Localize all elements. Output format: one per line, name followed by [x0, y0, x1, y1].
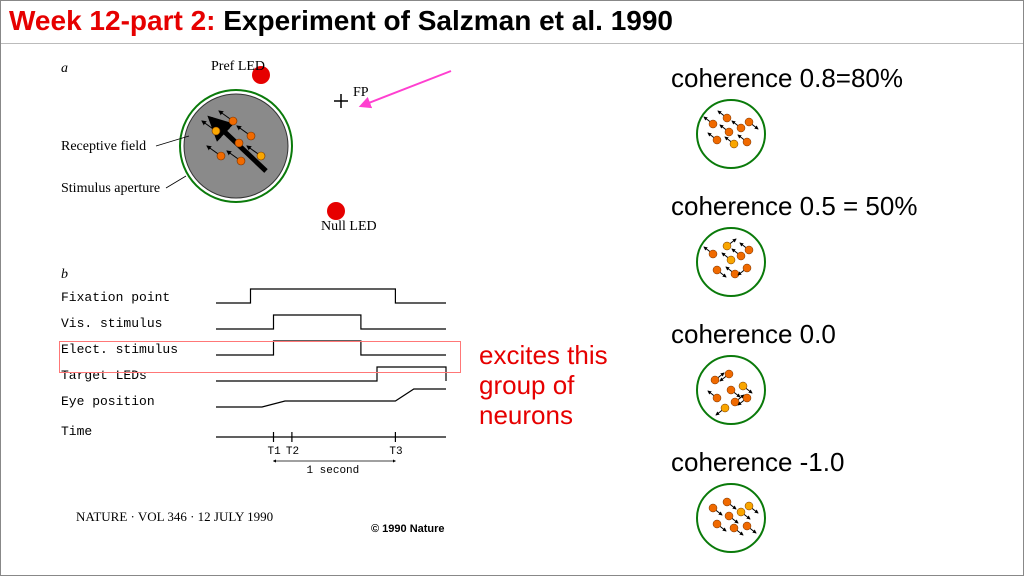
citation: NATURE · VOL 346 · 12 JULY 1990	[76, 509, 273, 525]
receptive-field-label: Receptive field	[61, 139, 146, 155]
svg-text:Vis. stimulus: Vis. stimulus	[61, 316, 162, 331]
slide-title: Week 12-part 2: Experiment of Salzman et…	[1, 1, 1023, 44]
null-led-label: Null LED	[321, 219, 377, 235]
coherence-diagram	[691, 94, 771, 174]
panel-a-tag: a	[61, 61, 68, 77]
fp-label: FP	[353, 85, 369, 101]
coherence-label: coherence -1.0	[671, 447, 1021, 478]
coherence-label: coherence 0.5 = 50%	[671, 191, 1021, 222]
coherence-diagram	[691, 478, 771, 558]
coherence-label: coherence 0.0	[671, 319, 1021, 350]
copyright: © 1990 Nature	[371, 523, 445, 535]
ann-line3: neurons	[479, 401, 608, 431]
svg-text:Fixation point: Fixation point	[61, 290, 170, 305]
coherence-diagram	[691, 222, 771, 302]
ann-line2: group of	[479, 371, 608, 401]
coherence-block: coherence 0.0	[671, 319, 1021, 435]
svg-text:T1: T1	[268, 446, 282, 458]
coherence-block: coherence 0.5 = 50%	[671, 191, 1021, 307]
panel-a: a Pref LED Null LED FP Receptive field S…	[61, 61, 461, 261]
pref-led-label: Pref LED	[211, 59, 265, 75]
title-week: Week 12-part 2:	[9, 5, 215, 36]
svg-text:Time: Time	[61, 424, 92, 439]
svg-text:1 second: 1 second	[306, 465, 359, 477]
panel-b-svg: Fixation pointVis. stimulusElect. stimul…	[61, 281, 481, 481]
slide: Week 12-part 2: Experiment of Salzman et…	[0, 0, 1024, 576]
coherence-diagram	[691, 350, 771, 430]
title-topic: Experiment of Salzman et al. 1990	[215, 5, 673, 36]
stimulus-aperture-label: Stimulus aperture	[61, 181, 160, 197]
panel-a-svg	[61, 61, 481, 261]
coherence-column: coherence 0.8=80% coherence 0.5 = 50% cohe…	[671, 63, 1021, 575]
coherence-label: coherence 0.8=80%	[671, 63, 1021, 94]
panel-b: b Fixation pointVis. stimulusElect. stim…	[61, 281, 481, 531]
coherence-block: coherence 0.8=80%	[671, 63, 1021, 179]
svg-text:Eye position: Eye position	[61, 394, 155, 409]
excites-annotation: excites this group of neurons	[479, 341, 608, 431]
elect-stim-highlight	[59, 341, 461, 373]
coherence-block: coherence -1.0	[671, 447, 1021, 563]
svg-text:T3: T3	[389, 446, 402, 458]
ann-line1: excites this	[479, 341, 608, 371]
svg-text:T2: T2	[286, 446, 299, 458]
panel-b-tag: b	[61, 267, 68, 283]
